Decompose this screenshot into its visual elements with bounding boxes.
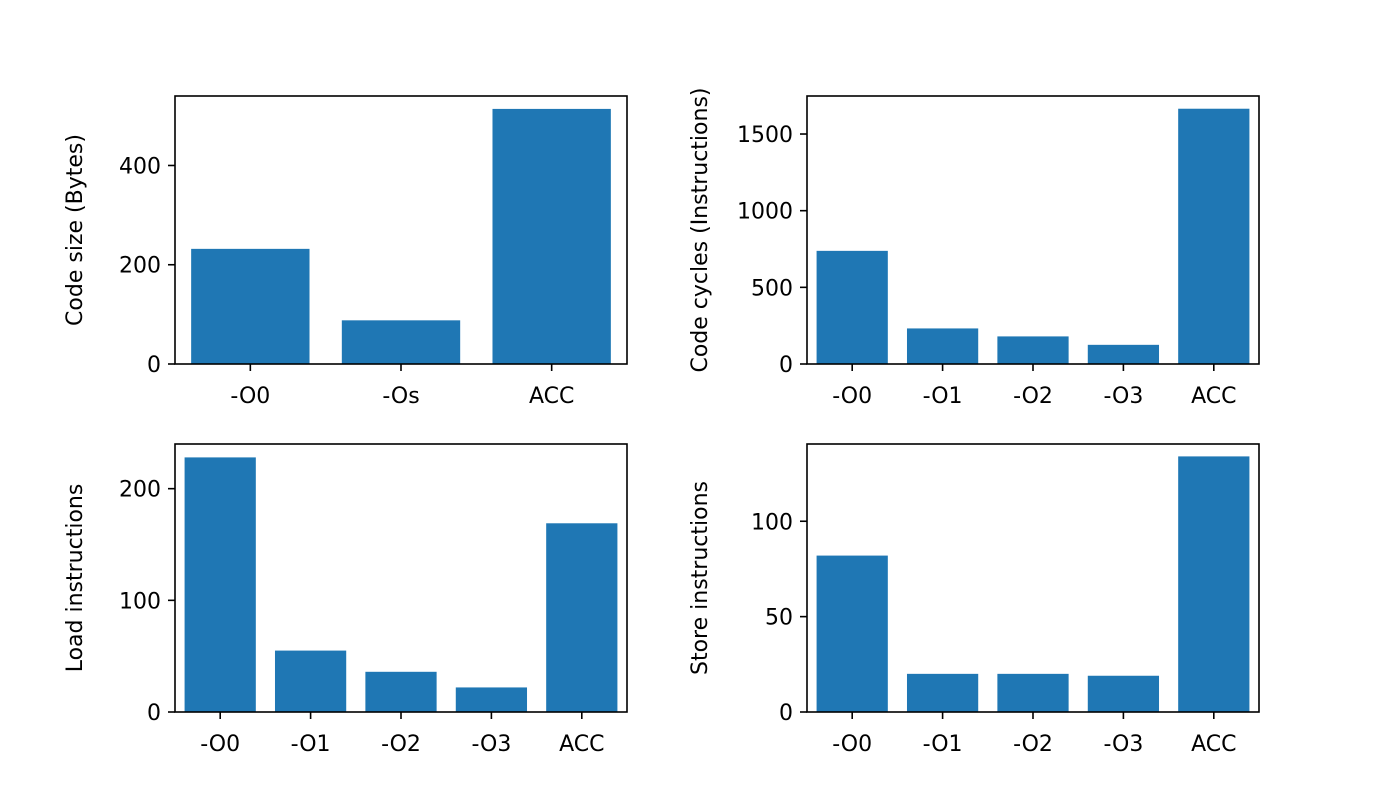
x-tick-label-1-3: ACC xyxy=(529,384,574,409)
y-tick-label-4-2: 50 xyxy=(765,606,793,631)
x-tick-label-3-2: -O1 xyxy=(291,732,331,757)
y-tick-label-3-1: 0 xyxy=(147,701,161,726)
x-tick-label-4-4: -O3 xyxy=(1103,732,1143,757)
x-tick-label-3-5: ACC xyxy=(559,732,604,757)
x-tick-label-4-5: ACC xyxy=(1191,732,1236,757)
subplot-2: -O0 -O1 -O2 -O3 ACC 0 500 1000 1500 Code cycles (… xyxy=(688,87,1260,409)
x-tick-label-2-2: -O1 xyxy=(923,384,963,409)
bar-2-1 xyxy=(816,250,888,364)
bar-1-3 xyxy=(492,108,611,364)
x-tick-label-2-1: -O0 xyxy=(832,384,872,409)
y-axis-label-1: Code size (Bytes) xyxy=(63,134,88,326)
subplot-3: -O0 -O1 -O2 -O3 ACC 0 100 200 Load instructions xyxy=(63,443,628,757)
bar-4-2 xyxy=(906,673,979,712)
y-tick-label-1-2: 200 xyxy=(119,254,161,279)
subplot-1: -O0 -Os ACC 0 200 400 Code size (Bytes) xyxy=(63,95,628,409)
bar-2-2 xyxy=(906,328,979,364)
y-tick-label-2-1: 0 xyxy=(779,353,793,378)
x-tick-label-2-5: ACC xyxy=(1191,384,1236,409)
y-tick-label-2-3: 1000 xyxy=(737,200,793,225)
bar-3-3 xyxy=(365,671,437,712)
x-tick-label-2-3: -O2 xyxy=(1013,384,1053,409)
x-tick-label-3-3: -O2 xyxy=(381,732,421,757)
x-tick-label-4-3: -O2 xyxy=(1013,732,1053,757)
bar-3-5 xyxy=(546,523,618,712)
bar-2-3 xyxy=(997,336,1069,364)
y-tick-label-4-3: 100 xyxy=(751,510,793,535)
x-tick-label-2-4: -O3 xyxy=(1103,384,1143,409)
y-tick-label-4-1: 0 xyxy=(779,701,793,726)
x-tick-label-4-2: -O1 xyxy=(923,732,963,757)
x-tick-label-1-1: -O0 xyxy=(230,384,270,409)
y-tick-label-3-2: 100 xyxy=(119,589,161,614)
y-tick-label-3-3: 200 xyxy=(119,478,161,503)
x-tick-label-1-2: -Os xyxy=(382,384,419,409)
y-tick-label-2-2: 500 xyxy=(751,276,793,301)
bar-2-5 xyxy=(1178,108,1250,364)
bar-1-2 xyxy=(341,320,461,364)
y-axis-label-3: Load instructions xyxy=(63,484,88,673)
bar-4-4 xyxy=(1087,675,1160,712)
bar-4-5 xyxy=(1178,456,1250,712)
bar-4-1 xyxy=(816,555,888,712)
bar-3-2 xyxy=(274,650,347,712)
bar-3-1 xyxy=(184,457,256,712)
bar-4-3 xyxy=(997,673,1069,712)
bar-1-1 xyxy=(191,248,310,364)
x-tick-label-3-4: -O3 xyxy=(471,732,511,757)
y-axis-label-4: Store instructions xyxy=(688,481,713,675)
subplot-4: -O0 -O1 -O2 -O3 ACC 0 50 100 Store instructions xyxy=(688,443,1260,757)
x-tick-label-3-1: -O0 xyxy=(200,732,240,757)
bar-2-4 xyxy=(1087,344,1160,364)
bar-3-4 xyxy=(455,687,528,712)
y-tick-label-1-3: 400 xyxy=(119,154,161,179)
y-tick-label-1-1: 0 xyxy=(147,353,161,378)
y-tick-label-2-4: 1500 xyxy=(737,123,793,148)
y-axis-label-2: Code cycles (Instructions) xyxy=(688,87,713,372)
x-tick-label-4-1: -O0 xyxy=(832,732,872,757)
